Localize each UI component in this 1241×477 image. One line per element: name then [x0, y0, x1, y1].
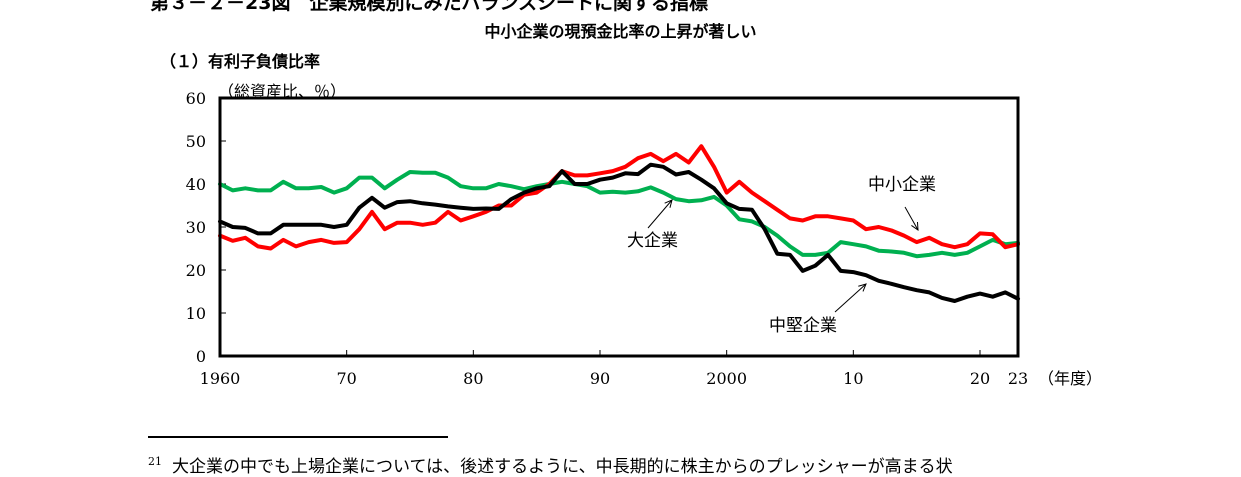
footnote-number: 21 — [148, 455, 162, 469]
x-tick-label: 20 — [970, 369, 990, 388]
y-axis-unit-label: （総資産比、％） — [218, 82, 347, 101]
figure-title: 第３－２－23図 企業規模別にみたバランスシートに関する指標 — [150, 0, 709, 14]
y-tick-label: 30 — [186, 218, 206, 237]
x-tick-label: 10 — [843, 369, 863, 388]
y-tick-label: 50 — [186, 132, 206, 151]
series-line-1 — [218, 170, 1020, 259]
footnote-text: 大企業の中でも上場企業については、後述するように、中長期的に株主からのプレッシャ… — [172, 457, 953, 477]
annotation-arrowhead — [664, 199, 673, 208]
x-axis-unit-label: （年度） — [1038, 369, 1102, 388]
series-line-2 — [218, 144, 1020, 251]
annotation-arrowhead — [911, 221, 919, 232]
annotation-leader — [834, 283, 867, 313]
annotation-arrowhead — [858, 283, 867, 292]
footnote-divider — [148, 436, 448, 438]
annotation-leader — [904, 206, 919, 231]
series-label: 中堅企業 — [769, 316, 837, 336]
y-tick-label: 0 — [196, 347, 206, 366]
series-label: 中小企業 — [868, 175, 936, 195]
y-tick-label: 60 — [186, 89, 206, 108]
x-tick-label: 70 — [336, 369, 356, 388]
panel-label: （１）有利子負債比率 — [160, 52, 321, 71]
x-tick-label: 23 — [1008, 369, 1028, 388]
x-tick-label: 1960 — [200, 369, 241, 388]
footnote: 21 大企業の中でも上場企業については、後述するように、中長期的に株主からのプレッ… — [148, 452, 953, 477]
annotation-leader — [647, 199, 673, 229]
x-tick-label: 80 — [463, 369, 483, 388]
y-tick-label: 20 — [186, 261, 206, 280]
y-tick-label: 10 — [186, 304, 206, 323]
x-tick-label: 90 — [590, 369, 610, 388]
line-chart: 0 10 20 30 40 50 60 1960 70 80 90 2000 10 20 23 （年度） 中小企… — [186, 89, 1102, 388]
plot-frame — [218, 96, 1020, 358]
chart-subtitle: 中小企業の現預金比率の上昇が著しい — [484, 22, 757, 41]
x-tick-label: 2000 — [706, 369, 747, 388]
series-line-3 — [218, 162, 1020, 303]
series-label: 大企業 — [627, 231, 678, 251]
y-tick-label: 40 — [186, 175, 206, 194]
